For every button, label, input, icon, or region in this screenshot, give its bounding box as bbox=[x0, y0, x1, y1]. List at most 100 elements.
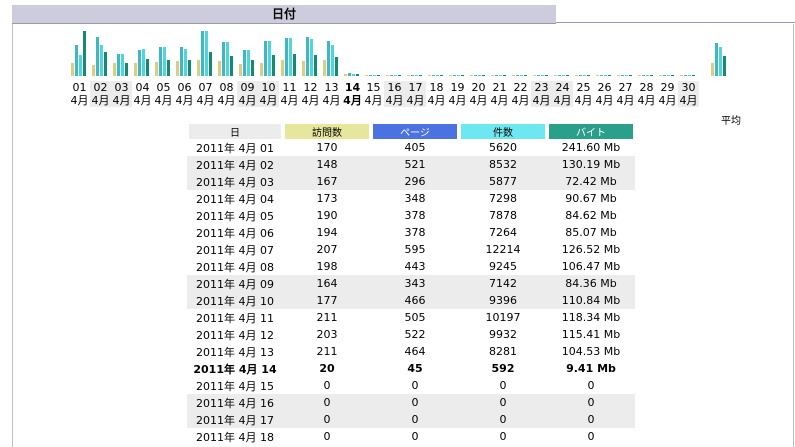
day-label: 08 4月 bbox=[216, 81, 237, 107]
day-number: 18 bbox=[429, 81, 444, 94]
bar-pages-21 bbox=[495, 75, 498, 76]
cell-pages: 348 bbox=[404, 192, 426, 205]
bar-bytes-11 bbox=[293, 54, 296, 76]
cell-pages: 343 bbox=[371, 275, 459, 292]
header-title: 日付 bbox=[271, 7, 296, 21]
cell-pages: 0 bbox=[371, 394, 459, 411]
bar-hits-15 bbox=[373, 75, 376, 76]
header-tab: 日付 bbox=[12, 5, 556, 24]
cell-hits: 7878 bbox=[489, 209, 517, 222]
cell-visits: 173 bbox=[316, 192, 338, 205]
day-month: 4月 bbox=[175, 94, 194, 107]
day-number: 23 bbox=[534, 81, 549, 94]
cell-date: 2011年 4月 02 bbox=[187, 156, 283, 173]
day-label: 19 4月 bbox=[447, 81, 468, 107]
header-visits: 訪問数 bbox=[283, 124, 371, 139]
bar-visits-21 bbox=[491, 75, 494, 76]
content-frame: 01 4月 02 4月 03 4月 04 4月 05 4月 06 4月 07 4月 08 4月 09 4月 10 4月… bbox=[12, 24, 794, 447]
bar-pages-06 bbox=[180, 47, 183, 76]
day-label: 05 4月 bbox=[153, 81, 174, 107]
bar-visits-04 bbox=[134, 63, 137, 76]
bar-visits-27 bbox=[617, 75, 620, 76]
cell-visits: 203 bbox=[316, 328, 338, 341]
bar-average-pages bbox=[715, 43, 718, 76]
day-number: 25 bbox=[576, 81, 591, 94]
header-divider bbox=[556, 22, 795, 23]
cell-bytes: 84.36 Mb bbox=[547, 275, 635, 292]
day-number: 12 bbox=[303, 81, 318, 94]
cell-hits: 0 bbox=[499, 430, 507, 443]
bar-visits-23 bbox=[533, 75, 536, 76]
day-number: 19 bbox=[450, 81, 465, 94]
cell-bytes: 72.42 Mb bbox=[547, 173, 635, 190]
bar-pages-01 bbox=[75, 45, 78, 76]
bar-pages-13 bbox=[327, 41, 330, 76]
bar-visits-09 bbox=[239, 64, 242, 76]
day-label: 23 4月 bbox=[531, 81, 552, 107]
bar-visits-28 bbox=[638, 75, 641, 76]
cell-hits: 0 bbox=[459, 411, 547, 428]
cell-bytes: 90.67 Mb bbox=[565, 192, 617, 205]
bar-hits-02 bbox=[100, 45, 103, 76]
bar-pages-20 bbox=[474, 75, 477, 76]
cell-hits: 8532 bbox=[459, 156, 547, 173]
day-month: 4月 bbox=[238, 94, 257, 107]
bar-visits-18 bbox=[428, 75, 431, 76]
bar-hits-20 bbox=[478, 75, 481, 76]
bar-average-visits bbox=[711, 63, 714, 76]
day-number: 02 bbox=[93, 81, 108, 94]
day-label: 14 4月 bbox=[342, 81, 363, 107]
cell-pages: 466 bbox=[371, 292, 459, 309]
table-row: 2011年 4月 03 167 296 5877 72.42 Mb bbox=[187, 173, 635, 190]
cell-date: 2011年 4月 08 bbox=[196, 260, 274, 274]
day-label: 26 4月 bbox=[594, 81, 615, 107]
table-row: 2011年 4月 02 148 521 8532 130.19 Mb bbox=[187, 156, 635, 173]
day-number: 03 bbox=[114, 81, 129, 94]
bar-bytes-27 bbox=[629, 75, 632, 76]
bar-bytes-13 bbox=[335, 57, 338, 76]
day-month: 4月 bbox=[553, 94, 572, 107]
cell-bytes: 130.19 Mb bbox=[547, 156, 635, 173]
table-row: 2011年 4月 17 0 0 0 0 bbox=[187, 411, 635, 428]
bar-visits-19 bbox=[449, 75, 452, 76]
day-label: 03 4月 bbox=[111, 81, 132, 107]
bar-visits-25 bbox=[575, 75, 578, 76]
cell-date: 2011年 4月 12 bbox=[196, 328, 274, 342]
cell-hits: 592 bbox=[491, 362, 515, 375]
average-label: 平均 bbox=[721, 116, 741, 127]
table-row: 2011年 4月 04 173 348 7298 90.67 Mb bbox=[187, 190, 635, 207]
bar-hits-07 bbox=[205, 31, 208, 76]
cell-hits: 0 bbox=[499, 379, 507, 392]
bar-hits-26 bbox=[604, 75, 607, 76]
cell-visits: 167 bbox=[283, 173, 371, 190]
bar-pages-11 bbox=[285, 38, 288, 76]
bar-bytes-28 bbox=[650, 75, 653, 76]
cell-hits: 5620 bbox=[489, 141, 517, 154]
cell-visits: 211 bbox=[316, 311, 338, 324]
cell-pages: 521 bbox=[371, 156, 459, 173]
bar-bytes-07 bbox=[209, 52, 212, 76]
day-label: 28 4月 bbox=[636, 81, 657, 107]
day-month: 4月 bbox=[322, 94, 341, 107]
cell-hits: 9245 bbox=[489, 260, 517, 273]
cell-hits: 7264 bbox=[489, 226, 517, 239]
bar-bytes-01 bbox=[83, 31, 86, 76]
bar-hits-24 bbox=[562, 75, 565, 76]
day-month: 4月 bbox=[490, 94, 509, 107]
cell-pages: 505 bbox=[404, 311, 426, 324]
day-month: 4月 bbox=[133, 94, 152, 107]
cell-pages: 0 bbox=[411, 379, 419, 392]
bar-pages-29 bbox=[663, 75, 666, 76]
cell-hits: 5877 bbox=[459, 173, 547, 190]
cell-pages: 464 bbox=[404, 345, 426, 358]
day-number: 21 bbox=[492, 81, 507, 94]
table-row: 2011年 4月 15 0 0 0 0 bbox=[187, 377, 635, 394]
bar-visits-22 bbox=[512, 75, 515, 76]
day-label: 10 4月 bbox=[258, 81, 279, 107]
bar-bytes-30 bbox=[692, 75, 695, 76]
cell-bytes: 106.47 Mb bbox=[561, 260, 621, 273]
cell-hits: 8281 bbox=[489, 345, 517, 358]
day-number: 30 bbox=[681, 81, 696, 94]
bar-pages-28 bbox=[642, 75, 645, 76]
table-body: 2011年 4月 01 170 405 5620 241.60 Mb 2011年 4月 0… bbox=[187, 139, 635, 445]
